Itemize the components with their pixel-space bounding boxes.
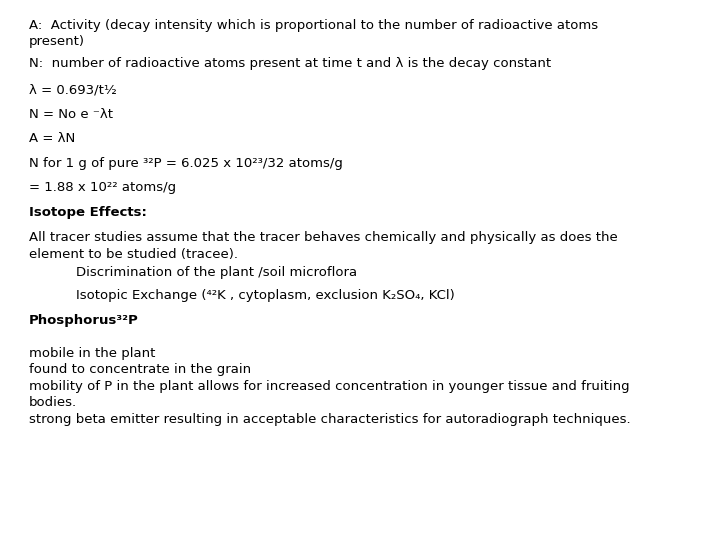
Text: A = λN: A = λN [29,132,75,145]
Text: λ = 0.693/t½: λ = 0.693/t½ [29,84,117,97]
Text: N for 1 g of pure ³²P = 6.025 x 10²³/32 atoms/g: N for 1 g of pure ³²P = 6.025 x 10²³/32 … [29,157,343,170]
Text: Discrimination of the plant /soil microflora: Discrimination of the plant /soil microf… [76,266,356,279]
Text: N = No e ⁻λt: N = No e ⁻λt [29,108,113,121]
Text: A:  Activity (decay intensity which is proportional to the number of radioactive: A: Activity (decay intensity which is pr… [29,19,598,49]
Text: All tracer studies assume that the tracer behaves chemically and physically as d: All tracer studies assume that the trace… [29,231,618,261]
Text: = 1.88 x 10²² atoms/g: = 1.88 x 10²² atoms/g [29,181,176,194]
Text: Isotope Effects:: Isotope Effects: [29,206,147,219]
Text: N:  number of radioactive atoms present at time t and λ is the decay constant: N: number of radioactive atoms present a… [29,57,551,70]
Text: Isotopic Exchange (⁴²K , cytoplasm, exclusion K₂SO₄, KCl): Isotopic Exchange (⁴²K , cytoplasm, excl… [76,289,454,302]
Text: mobile in the plant
found to concentrate in the grain
mobility of P in the plant: mobile in the plant found to concentrate… [29,347,631,426]
Text: Phosphorus³²P: Phosphorus³²P [29,314,138,327]
